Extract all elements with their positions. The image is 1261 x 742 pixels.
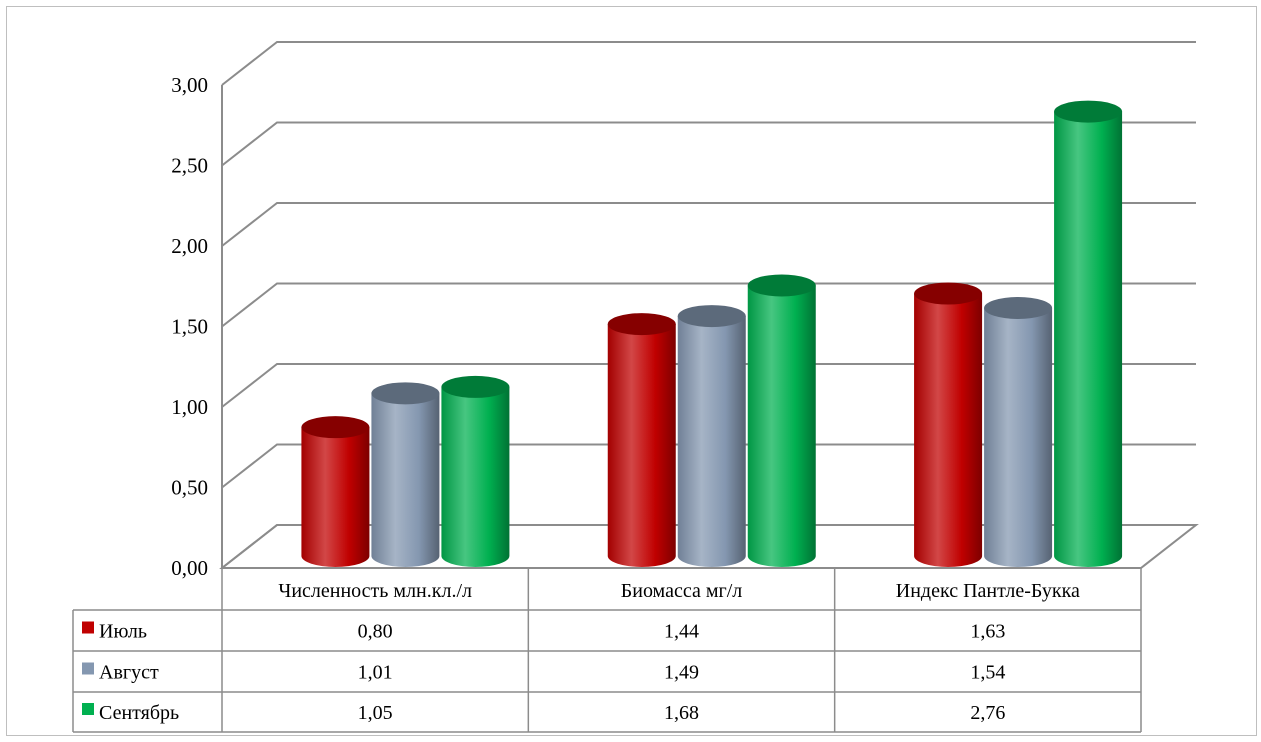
bar (747, 274, 816, 567)
bar-top (371, 382, 440, 405)
y-tick-label: 3,00 (171, 73, 208, 97)
legend-key (82, 703, 94, 715)
y-tick-label: 2,50 (171, 154, 208, 178)
bar (1054, 100, 1123, 567)
gridline (221, 41, 1196, 86)
x-category-label: Биомасса мг/л (621, 580, 742, 602)
y-tick-label: 0,00 (171, 556, 208, 580)
legend-label: Август (99, 662, 159, 684)
bar-body (914, 293, 983, 567)
gridline (221, 363, 1196, 408)
bar-top (1054, 100, 1123, 123)
data-label: 2,76 (970, 702, 1005, 724)
bar-body (607, 324, 676, 567)
bar-body (747, 285, 816, 567)
bar (914, 282, 983, 567)
data-label: 0,80 (358, 621, 393, 643)
bar (441, 375, 510, 567)
x-category-label: Численность млн.кл./л (278, 580, 472, 602)
legend-label: Сентябрь (99, 702, 179, 724)
bar-top (301, 416, 370, 439)
y-tick-label: 1,50 (171, 315, 208, 339)
x-category-label: Индекс Пантле-Букка (896, 580, 1080, 602)
bar (371, 382, 440, 567)
bar-top (747, 274, 816, 297)
y-tick-label: 1,00 (171, 395, 208, 419)
legend-key (82, 621, 94, 634)
gridline (221, 524, 1196, 569)
data-label: 1,05 (358, 702, 393, 724)
y-tick-label: 0,50 (171, 476, 208, 500)
gridline (221, 443, 1196, 489)
data-label: 1,68 (664, 702, 699, 724)
bar-body (371, 393, 440, 567)
data-label: 1,01 (358, 662, 393, 684)
legend-label: Июль (99, 621, 147, 643)
data-label: 1,44 (664, 621, 699, 643)
bar-top (914, 282, 983, 305)
gridline (221, 202, 1196, 247)
bar-top (607, 313, 676, 336)
bar-body (441, 386, 510, 567)
bar-top (441, 375, 510, 398)
bar (677, 305, 746, 567)
bar-top (984, 297, 1053, 320)
legend-key (82, 662, 94, 675)
bar-top (677, 305, 746, 328)
gridline (221, 121, 1196, 167)
bar-body (1054, 111, 1123, 567)
bar (984, 297, 1053, 567)
gridline (221, 282, 1196, 328)
bar (607, 313, 676, 567)
data-label: 1,63 (970, 621, 1005, 643)
data-label: 1,54 (970, 662, 1005, 684)
bar (301, 416, 370, 567)
data-label: 1,49 (664, 662, 699, 684)
bar-body (301, 427, 370, 567)
bar-body (984, 308, 1053, 567)
bar-body (677, 316, 746, 567)
y-tick-label: 2,00 (171, 234, 208, 258)
